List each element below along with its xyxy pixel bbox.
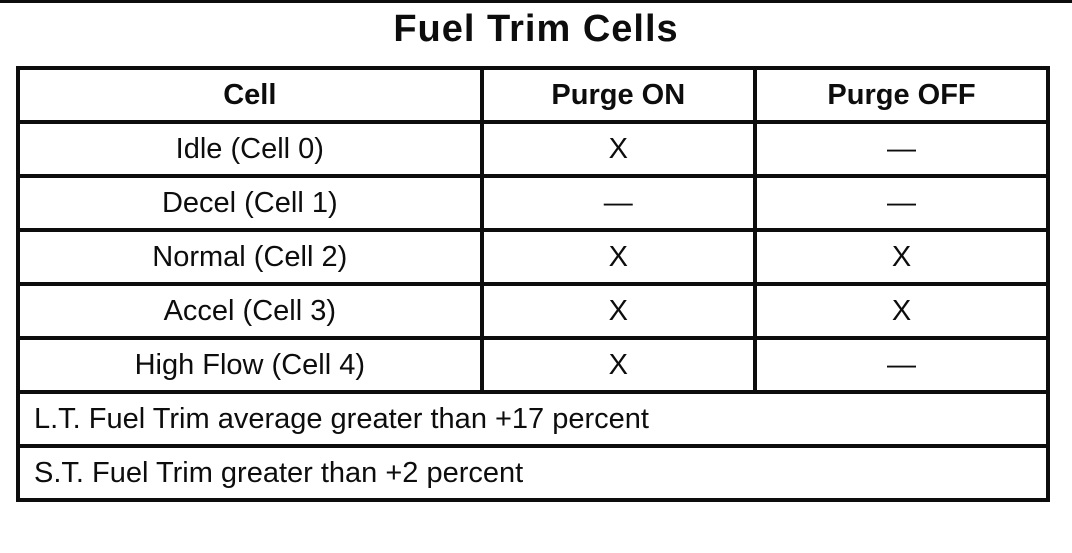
cell-name: High Flow (Cell 4): [16, 336, 484, 394]
table-row: High Flow (Cell 4) X —: [16, 336, 1050, 394]
purge-off-value: X: [753, 282, 1050, 340]
footnote-row: L.T. Fuel Trim average greater than +17 …: [16, 390, 1050, 448]
purge-on-value: X: [479, 336, 758, 394]
purge-on-value: X: [479, 120, 758, 178]
page-top-rule: [0, 0, 1072, 3]
table-row: Decel (Cell 1) — —: [16, 174, 1050, 232]
cell-name: Normal (Cell 2): [16, 228, 484, 286]
purge-off-value: X: [753, 228, 1050, 286]
purge-on-value: X: [479, 228, 758, 286]
table-row: Normal (Cell 2) X X: [16, 228, 1050, 286]
cell-name: Decel (Cell 1): [16, 174, 484, 232]
table-row: Accel (Cell 3) X X: [16, 282, 1050, 340]
purge-off-value: —: [753, 120, 1050, 178]
cell-name: Idle (Cell 0): [16, 120, 484, 178]
column-header-purge-off: Purge OFF: [753, 66, 1050, 124]
header-row: Cell Purge ON Purge OFF: [16, 66, 1050, 124]
purge-off-value: —: [753, 174, 1050, 232]
column-header-cell: Cell: [16, 66, 484, 124]
footnote-lt-fuel-trim: L.T. Fuel Trim average greater than +17 …: [16, 390, 1050, 448]
table-row: Idle (Cell 0) X —: [16, 120, 1050, 178]
purge-off-value: —: [753, 336, 1050, 394]
column-header-purge-on: Purge ON: [479, 66, 758, 124]
purge-on-value: X: [479, 282, 758, 340]
footnote-row: S.T. Fuel Trim greater than +2 percent: [16, 444, 1050, 502]
cell-name: Accel (Cell 3): [16, 282, 484, 340]
footnote-st-fuel-trim: S.T. Fuel Trim greater than +2 percent: [16, 444, 1050, 502]
page-title: Fuel Trim Cells: [393, 8, 679, 50]
fuel-trim-cells-table: Cell Purge ON Purge OFF Idle (Cell 0) X …: [16, 66, 1050, 502]
purge-on-value: —: [479, 174, 758, 232]
